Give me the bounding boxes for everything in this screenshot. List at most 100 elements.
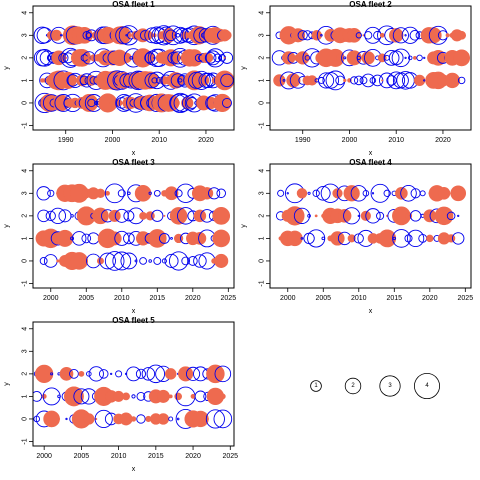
positive-residual-bubble [170, 237, 173, 240]
x-tick-label: 2000 [342, 137, 358, 144]
negative-residual-bubble [206, 417, 209, 420]
negative-residual-bubble [311, 30, 322, 41]
positive-residual-bubble [446, 211, 456, 221]
x-tick-label: 2025 [458, 295, 474, 302]
negative-residual-bubble [337, 209, 352, 223]
positive-residual-bubble [58, 209, 72, 223]
positive-residual-bubble [208, 187, 221, 200]
bubble-layer [35, 183, 231, 271]
bubble-layer [271, 25, 471, 91]
positive-residual-bubble [376, 211, 385, 220]
positive-residual-bubble [357, 214, 360, 218]
y-tick-label: -1 [259, 122, 266, 128]
negative-residual-bubble [413, 55, 417, 60]
positive-residual-bubble [400, 185, 417, 202]
x-tick-label: 2010 [151, 137, 167, 144]
positive-residual-bubble [94, 409, 113, 429]
y-axis-label: y [241, 66, 248, 70]
y-tick-label: -1 [22, 438, 29, 444]
y-tick-label: 4 [22, 327, 29, 331]
y-tick-label: 1 [22, 236, 29, 240]
positive-residual-bubble [386, 75, 397, 86]
positive-residual-bubble [457, 214, 460, 218]
y-tick-label: 4 [259, 169, 266, 173]
panel-5: OSA fleet 5 2000 2005 2010 2015 2020 2025 -1 0 1 2… [4, 316, 239, 473]
negative-residual-bubble [223, 101, 226, 104]
positive-residual-bubble [45, 210, 56, 221]
positive-residual-bubble [457, 76, 466, 85]
negative-residual-bubble [165, 368, 177, 380]
negative-residual-bubble [178, 366, 194, 382]
negative-residual-bubble [212, 229, 231, 248]
negative-residual-bubble [121, 52, 132, 64]
positive-residual-bubble [216, 188, 226, 199]
negative-residual-bubble [78, 370, 85, 377]
positive-residual-bubble [303, 232, 315, 245]
positive-residual-bubble [112, 251, 132, 271]
positive-residual-bubble [39, 257, 48, 265]
positive-residual-bubble [452, 232, 465, 245]
x-tick-label: 2010 [388, 137, 404, 144]
positive-residual-bubble [409, 30, 421, 41]
negative-residual-bubble [450, 185, 467, 202]
positive-residual-bubble [355, 32, 362, 39]
negative-residual-bubble [335, 53, 345, 63]
positive-residual-bubble [70, 236, 75, 241]
positive-residual-bubble [82, 31, 92, 40]
positive-residual-bubble [110, 372, 113, 376]
negative-residual-bubble [285, 206, 305, 226]
negative-residual-bubble [164, 186, 179, 201]
negative-residual-bubble [212, 207, 231, 225]
panel-title: OSA fleet 5 [112, 316, 155, 325]
negative-residual-bubble [379, 32, 385, 38]
negative-residual-bubble [92, 207, 109, 225]
negative-residual-bubble [347, 234, 356, 243]
negative-residual-bubble [42, 78, 47, 83]
negative-residual-bubble [64, 74, 77, 87]
negative-residual-bubble [145, 211, 155, 221]
negative-residual-bubble [437, 187, 451, 200]
x-tick-label: 2020 [185, 453, 201, 460]
negative-residual-bubble [169, 207, 188, 225]
positive-residual-bubble [364, 26, 382, 44]
negative-residual-bubble [445, 33, 450, 38]
negative-residual-bubble [446, 234, 456, 243]
y-tick-label: 3 [22, 191, 29, 195]
x-tick-label: 2020 [185, 295, 201, 302]
positive-residual-bubble [419, 190, 426, 197]
negative-residual-bubble [214, 70, 234, 91]
negative-residual-bubble [282, 51, 296, 65]
positive-residual-bubble [174, 189, 183, 198]
negative-residual-bubble [105, 190, 110, 196]
bubble-layer [275, 183, 467, 248]
x-axis-label: x [369, 150, 373, 157]
bubble-layer [33, 25, 234, 114]
y-axis-label: y [4, 382, 11, 386]
x-tick-label: 2025 [222, 453, 238, 460]
positive-residual-bubble [220, 73, 234, 88]
negative-residual-bubble [148, 229, 167, 248]
negative-residual-bubble [119, 412, 133, 426]
positive-residual-bubble [320, 34, 323, 37]
positive-residual-bubble [350, 76, 359, 85]
positive-residual-bubble [191, 70, 211, 90]
positive-residual-bubble [350, 185, 367, 202]
positive-residual-bubble [307, 214, 311, 218]
positive-residual-bubble [407, 55, 413, 61]
positive-residual-bubble [148, 191, 152, 195]
positive-residual-bubble [404, 34, 407, 37]
x-tick-label: 2015 [387, 295, 403, 302]
positive-residual-bubble [86, 371, 92, 377]
negative-residual-bubble [83, 413, 95, 425]
x-tick-label: 1990 [58, 137, 74, 144]
size-legend: 1 2 3 4 [310, 372, 440, 399]
panel-title: OSA fleet 4 [349, 158, 392, 167]
x-tick-label: 2015 [148, 453, 164, 460]
y-tick-label: -1 [259, 280, 266, 286]
x-tick-label: 2000 [43, 295, 59, 302]
negative-residual-bubble [174, 392, 182, 401]
positive-residual-bubble [321, 236, 326, 241]
y-tick-label: 3 [259, 191, 266, 195]
panel-title: OSA fleet 3 [112, 158, 155, 167]
